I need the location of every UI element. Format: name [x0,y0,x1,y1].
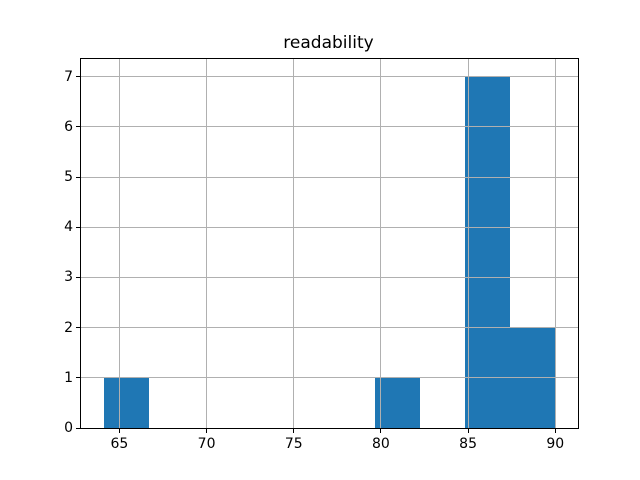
y-tick-label: 0 [64,420,73,436]
gridline-horizontal [81,276,578,278]
gridline-vertical [206,59,208,428]
y-tick-mark [76,176,80,178]
x-tick-mark [467,429,469,433]
y-tick-mark [76,427,80,429]
y-tick-mark [76,276,80,278]
y-tick-label: 4 [64,219,73,236]
gridline-horizontal [81,427,578,428]
gridline-vertical [118,59,120,428]
gridline-vertical [293,59,295,428]
y-tick-label: 1 [64,369,73,386]
x-tick-mark [206,429,208,433]
y-tick-label: 5 [64,169,73,185]
histogram-bar [374,377,420,428]
y-tick-mark [76,327,80,329]
y-tick-mark [76,226,80,228]
plot-area [80,58,579,429]
gridline-vertical [554,59,556,428]
y-tick-mark [76,377,80,379]
x-tick-mark [380,429,382,433]
y-tick-label: 2 [64,319,73,336]
gridline-horizontal [81,176,578,178]
histogram-bar [465,76,511,428]
x-tick-label: 65 [110,436,129,452]
y-tick-label: 7 [64,68,73,85]
y-tick-mark [76,76,80,78]
x-tick-label: 85 [459,436,477,452]
gridline-vertical [380,59,382,428]
gridline-horizontal [81,76,578,78]
x-tick-label: 70 [197,436,216,452]
chart-title: readability [283,33,374,53]
histogram-bar [103,377,149,428]
x-tick-mark [554,429,556,433]
gridline-horizontal [81,327,578,329]
x-tick-mark [118,429,120,433]
y-tick-label: 6 [64,118,73,135]
y-tick-label: 3 [64,269,73,286]
x-tick-label: 75 [284,436,303,452]
gridline-vertical [467,59,469,428]
gridline-horizontal [81,226,578,228]
x-tick-label: 90 [546,436,565,452]
y-tick-mark [76,126,80,128]
gridline-horizontal [81,377,578,379]
x-tick-label: 80 [371,436,390,452]
gridline-horizontal [81,126,578,128]
x-tick-mark [293,429,295,433]
